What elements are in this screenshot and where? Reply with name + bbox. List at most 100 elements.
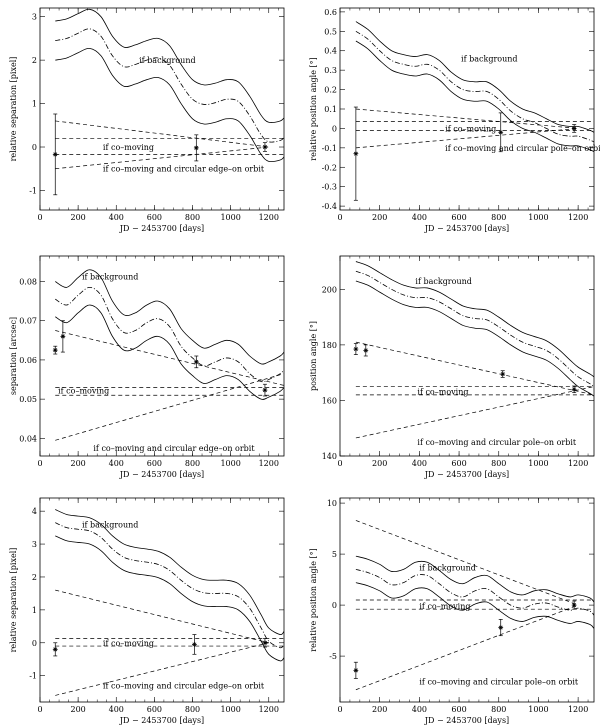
y-tick-label: -0.1 — [322, 144, 337, 153]
annotation-label: if background — [82, 520, 138, 529]
x-tick-label: 800 — [491, 459, 506, 468]
x-tick-label: 600 — [147, 213, 162, 222]
x-tick-label: 1200 — [568, 705, 588, 714]
x-tick-label: 1000 — [220, 213, 240, 222]
annotation-label: if co–moving — [103, 639, 154, 648]
background-upper-bound — [55, 269, 284, 365]
y-tick-label: 180 — [322, 341, 337, 350]
y-tick-label: 0.06 — [19, 356, 37, 365]
x-tick-label: 200 — [70, 459, 85, 468]
background-center-track — [355, 569, 594, 616]
x-tick-label: 200 — [70, 213, 85, 222]
x-tick-label: 800 — [185, 459, 200, 468]
background-upper-bound — [355, 261, 594, 378]
x-axis-label: JD − 2453700 [days] — [119, 716, 204, 725]
plot-area — [353, 21, 594, 201]
y-tick-label: 0.07 — [19, 317, 37, 326]
annotation-label: if co–moving — [445, 124, 496, 133]
dashed-line — [55, 642, 269, 696]
y-tick-label: -0.3 — [322, 183, 337, 192]
background-lower-bound — [55, 47, 284, 163]
dashed-line — [355, 341, 594, 396]
annotation-label: if co–moving and circular pole–on orbit — [417, 438, 576, 447]
panel-relative-separation-edge-on-2: 0 200 400 600 800 1000 1200 -1 0 1 2 3 4 JD − 2453700… — [9, 497, 285, 725]
panel-relative-position-angle-pole-on: 0 200 400 600 800 1000 1200 -0.4 -0.3 -0.2 -0.1 0 0.… — [309, 7, 600, 233]
plot-area — [52, 269, 284, 441]
x-tick-label: 1200 — [259, 705, 279, 714]
y-tick-label: 140 — [322, 452, 337, 461]
y-tick-label: 0 — [332, 601, 337, 610]
x-tick-label: 1200 — [568, 213, 588, 222]
x-tick-label: 1000 — [528, 213, 548, 222]
dashed-line — [55, 373, 284, 441]
x-axis-label: JD − 2453700 [days] — [424, 224, 509, 233]
plot-frame — [39, 7, 285, 211]
x-tick-label: 600 — [451, 459, 466, 468]
x-tick-label: 0 — [337, 213, 342, 222]
dashed-line — [355, 520, 579, 606]
x-tick-label: 400 — [412, 459, 427, 468]
x-tick-label: 400 — [109, 705, 124, 714]
y-axis-label: relative separation [pixel] — [9, 548, 18, 653]
annotation-label: if co–moving and circular edge–on orbit — [103, 682, 265, 691]
x-tick-label: 800 — [491, 705, 506, 714]
x-axis-label: JD − 2453700 [days] — [119, 224, 204, 233]
y-tick-label: 0.05 — [19, 395, 37, 404]
x-tick-label: 0 — [37, 459, 42, 468]
panel-position-angle: 0 200 400 600 800 1000 1200 140 160 180 200 JD − 24… — [309, 255, 595, 479]
background-center-track — [55, 522, 284, 649]
annotation-label: if background — [461, 55, 517, 64]
plot-area — [52, 509, 284, 696]
annotation-label: if co–moving and circular pole–on orbit — [445, 144, 600, 153]
x-tick-label: 600 — [147, 705, 162, 714]
x-tick-label: 600 — [451, 705, 466, 714]
y-tick-label: 0 — [332, 124, 337, 133]
background-lower-bound — [55, 535, 284, 662]
y-axis-label: relative position angle [°] — [309, 57, 318, 160]
dashed-line — [55, 146, 269, 170]
x-tick-label: 600 — [451, 213, 466, 222]
x-axis-label: JD − 2453700 [days] — [424, 716, 509, 725]
x-tick-label: 800 — [185, 213, 200, 222]
y-axis-label: relative position angle [°] — [309, 548, 318, 651]
annotation-label: if co–moving — [58, 387, 109, 396]
x-tick-label: 1000 — [220, 705, 240, 714]
y-tick-label: -5 — [329, 652, 337, 661]
y-tick-label: 0.4 — [324, 47, 337, 56]
x-tick-label: 800 — [185, 705, 200, 714]
background-center-track — [55, 286, 284, 383]
y-tick-label: 0.6 — [324, 8, 337, 17]
x-tick-label: 200 — [70, 705, 85, 714]
y-tick-label: 0.2 — [324, 86, 337, 95]
annotation-label: if background — [139, 56, 195, 65]
dashed-line — [355, 604, 579, 691]
x-axis-label: JD − 2453700 [days] — [424, 470, 509, 479]
x-tick-label: 1000 — [528, 459, 548, 468]
dashed-line — [55, 120, 269, 148]
dashed-line — [355, 386, 594, 439]
annotation-label: if co–moving and circular edge–on orbit — [93, 444, 255, 453]
y-tick-label: 0.3 — [324, 66, 337, 75]
y-tick-label: 0.08 — [19, 277, 37, 286]
x-tick-label: 0 — [37, 705, 42, 714]
y-tick-label: 3 — [32, 540, 37, 549]
annotation-label: if co–moving and circular pole–on orbit — [419, 678, 578, 687]
panel-relative-separation-edge-on: 0 200 400 600 800 1000 1200 -1 0 1 2 3 JD − 2453700 … — [9, 7, 285, 233]
y-tick-label: 2 — [32, 56, 37, 65]
x-tick-label: 600 — [147, 459, 162, 468]
plot-frame — [39, 497, 285, 703]
dashed-line — [55, 589, 269, 644]
annotation-label: if background — [419, 563, 475, 572]
y-axis-label: position angle [°] — [309, 321, 318, 391]
plot-frame — [339, 7, 595, 211]
background-upper-bound — [355, 555, 594, 603]
x-tick-label: 0 — [337, 705, 342, 714]
y-tick-label: 10 — [327, 499, 337, 508]
y-axis-label: relative separation [pixel] — [9, 57, 18, 162]
annotation-label: if co–moving — [103, 143, 154, 152]
background-upper-bound — [355, 21, 594, 133]
background-center-track — [55, 28, 284, 143]
y-tick-label: 1 — [32, 100, 37, 109]
x-tick-label: 1000 — [528, 705, 548, 714]
